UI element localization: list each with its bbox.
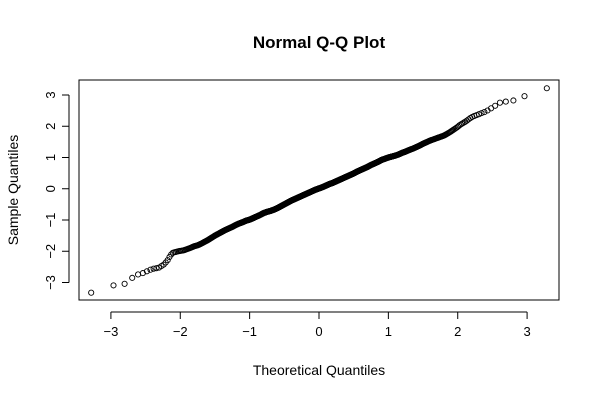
data-point	[510, 97, 517, 104]
data-point	[164, 257, 171, 264]
plot-frame	[78, 79, 560, 301]
data-point	[459, 120, 466, 127]
data-point	[153, 265, 160, 272]
x-tick-label: −1	[242, 324, 257, 339]
y-tick-label: −2	[43, 244, 58, 259]
data-point	[110, 282, 117, 289]
y-tick-label: 3	[43, 91, 58, 98]
data-point	[88, 289, 95, 296]
x-tick-label: 2	[454, 324, 461, 339]
data-point	[496, 99, 503, 106]
y-tick-label: −3	[43, 275, 58, 290]
data-point	[143, 268, 150, 275]
x-tick-label: −3	[103, 324, 118, 339]
data-point	[460, 119, 467, 126]
y-axis: −3 −2 −1 0 1 2 3	[43, 91, 70, 290]
data-point	[147, 266, 154, 273]
data-point	[478, 110, 485, 117]
chart-title: Normal Q-Q Plot	[253, 33, 386, 52]
y-tick-label: −1	[43, 213, 58, 228]
x-axis-title: Theoretical Quantiles	[253, 362, 385, 378]
y-tick-label: 2	[43, 123, 58, 130]
y-tick-label: 1	[43, 154, 58, 161]
data-point	[521, 93, 528, 100]
data-points	[88, 85, 550, 296]
data-point	[129, 274, 136, 281]
x-axis: −3 −2 −1 0 1 2 3	[103, 311, 531, 339]
x-tick-label: 1	[385, 324, 392, 339]
x-tick-label: −2	[173, 324, 188, 339]
data-point	[121, 280, 128, 287]
data-point	[543, 85, 550, 92]
y-tick-label: 0	[43, 185, 58, 192]
x-tick-label: 0	[315, 324, 322, 339]
x-tick-label: 3	[523, 324, 530, 339]
y-axis-title: Sample Quantiles	[5, 135, 21, 246]
data-point	[502, 98, 509, 105]
data-point	[481, 109, 488, 116]
data-point	[492, 102, 499, 109]
